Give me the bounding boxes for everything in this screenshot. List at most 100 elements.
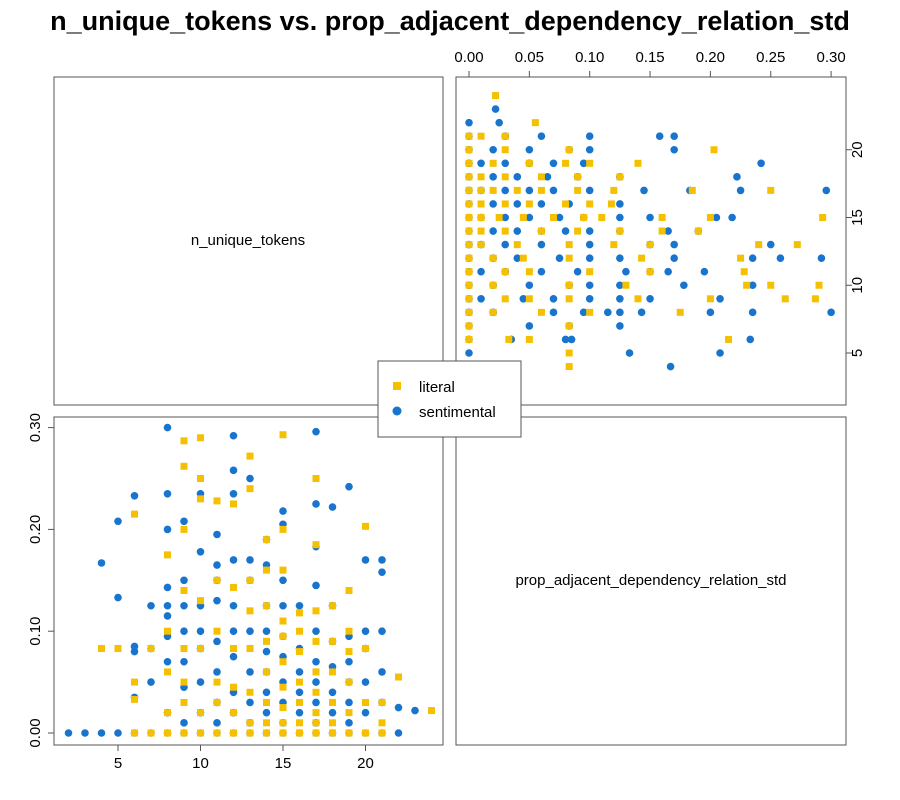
point-sentimental-upper-116 — [501, 159, 510, 168]
point-literal-upper-84 — [688, 186, 696, 194]
point-sentimental-lower-77 — [246, 474, 254, 483]
point-literal-lower-84 — [312, 541, 320, 549]
point-sentimental-lower-103 — [312, 657, 320, 666]
point-sentimental-upper-131 — [495, 118, 503, 127]
point-sentimental-upper-51 — [616, 281, 624, 290]
point-literal-upper-46 — [565, 254, 573, 262]
diag-label-prop-adjacent: prop_adjacent_dependency_relation_std — [515, 572, 786, 589]
tick-label-right-2: 15 — [849, 209, 866, 226]
point-literal-upper-73 — [501, 200, 509, 208]
tick-label-top-5: 0.25 — [756, 49, 785, 66]
point-sentimental-upper-97 — [537, 200, 546, 208]
point-literal-upper-60 — [616, 227, 624, 235]
point-sentimental-lower-95 — [295, 708, 304, 717]
point-literal-lower-43 — [213, 497, 221, 505]
point-literal-upper-19 — [525, 335, 533, 343]
point-sentimental-upper-46 — [716, 295, 724, 303]
point-sentimental-upper-79 — [513, 227, 522, 235]
point-literal-upper-80 — [513, 186, 521, 194]
point-sentimental-lower-110 — [328, 688, 337, 697]
point-sentimental-upper-78 — [489, 227, 497, 235]
point-sentimental-upper-76 — [670, 240, 678, 249]
point-literal-lower-28 — [180, 645, 188, 653]
point-sentimental-upper-36 — [637, 308, 646, 317]
point-literal-lower-16 — [98, 645, 105, 653]
point-literal-upper-70 — [706, 214, 714, 221]
point-sentimental-lower-115 — [345, 719, 353, 727]
point-literal-upper-14 — [465, 146, 473, 154]
point-sentimental-lower-91 — [279, 601, 287, 610]
point-sentimental-lower-58 — [213, 596, 221, 605]
legend-literal-marker — [393, 382, 401, 390]
point-literal-lower-24 — [164, 627, 171, 635]
point-literal-lower-63 — [279, 719, 287, 727]
point-literal-lower-97 — [362, 645, 369, 653]
point-literal-upper-23 — [537, 308, 545, 316]
point-literal-lower-67 — [279, 632, 287, 640]
point-sentimental-upper-118 — [549, 159, 558, 168]
point-sentimental-lower-64 — [229, 652, 238, 661]
point-sentimental-upper-110 — [513, 173, 522, 181]
point-literal-upper-13 — [465, 159, 473, 167]
point-sentimental-lower-125 — [361, 556, 370, 564]
point-literal-lower-31 — [180, 462, 188, 470]
point-literal-lower-95 — [345, 586, 353, 594]
tick-label-top-6: 0.30 — [816, 49, 845, 66]
point-sentimental-upper-89 — [555, 213, 564, 222]
point-sentimental-lower-96 — [295, 688, 304, 697]
point-sentimental-lower-43 — [180, 627, 188, 635]
tick-label-left-3: 0.30 — [27, 413, 44, 442]
point-sentimental-upper-93 — [712, 213, 721, 222]
point-literal-lower-101 — [395, 673, 402, 681]
point-literal-upper-5 — [465, 268, 473, 276]
legend-literal-label: literal — [419, 379, 455, 396]
point-literal-lower-77 — [296, 609, 303, 617]
point-literal-lower-35 — [197, 597, 204, 605]
point-literal-lower-13 — [345, 729, 353, 737]
tick-label-bottom-3: 20 — [357, 755, 374, 772]
point-literal-upper-56 — [477, 227, 485, 235]
point-literal-upper-8 — [465, 227, 473, 235]
point-sentimental-upper-121 — [489, 145, 497, 154]
tick-label-left-2: 0.20 — [27, 515, 44, 544]
point-literal-upper-25 — [676, 308, 684, 316]
point-literal-upper-30 — [706, 295, 714, 303]
point-literal-upper-58 — [537, 227, 545, 235]
point-sentimental-upper-94 — [728, 213, 736, 222]
point-literal-lower-8 — [263, 729, 270, 737]
point-sentimental-upper-72 — [501, 240, 510, 249]
point-sentimental-lower-54 — [213, 719, 221, 727]
point-literal-upper-3 — [465, 295, 473, 303]
point-sentimental-upper-40 — [477, 295, 485, 303]
point-literal-lower-11 — [312, 729, 320, 737]
panel-bottom-left — [53, 416, 444, 746]
point-literal-upper-36 — [743, 281, 751, 289]
point-sentimental-lower-102 — [312, 678, 320, 686]
point-literal-lower-14 — [362, 729, 369, 737]
point-literal-lower-81 — [312, 668, 320, 676]
point-sentimental-lower-79 — [262, 688, 271, 697]
point-literal-upper-26 — [501, 295, 509, 303]
point-literal-lower-32 — [180, 437, 188, 445]
point-literal-upper-4 — [465, 281, 473, 289]
point-sentimental-upper-124 — [585, 145, 594, 154]
point-literal-lower-60 — [263, 602, 270, 610]
point-literal-lower-93 — [345, 648, 353, 656]
point-literal-upper-66 — [549, 214, 557, 221]
point-sentimental-upper-44 — [616, 295, 624, 303]
point-literal-lower-49 — [246, 719, 254, 727]
point-literal-lower-30 — [180, 525, 188, 533]
point-sentimental-upper-52 — [680, 281, 688, 290]
point-literal-lower-53 — [246, 576, 254, 584]
point-literal-upper-89 — [574, 173, 582, 181]
panel-top-right — [455, 76, 847, 406]
point-sentimental-lower-61 — [213, 530, 221, 539]
point-sentimental-upper-111 — [543, 173, 552, 181]
tick-label-right-1: 10 — [849, 277, 866, 294]
tick-label-bottom-0: 5 — [114, 755, 122, 772]
point-sentimental-upper-127 — [537, 132, 546, 140]
point-sentimental-lower-92 — [279, 576, 287, 585]
point-literal-upper-90 — [616, 173, 624, 181]
point-literal-upper-9 — [465, 214, 473, 221]
point-sentimental-lower-32 — [163, 657, 172, 666]
